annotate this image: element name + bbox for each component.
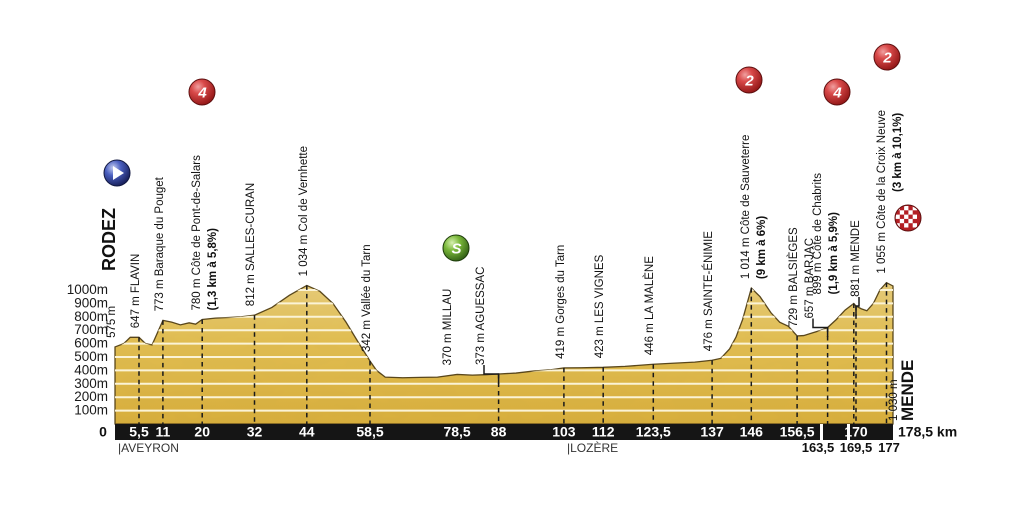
svg-text:370 m MILLAU: 370 m MILLAU (442, 289, 454, 366)
svg-text:2: 2 (882, 50, 892, 67)
svg-text:11: 11 (155, 424, 170, 440)
svg-text:156,5: 156,5 (780, 424, 815, 440)
svg-text:647 m FLAVIN: 647 m FLAVIN (130, 254, 142, 329)
svg-text:881 m MENDE: 881 m MENDE (850, 220, 862, 297)
svg-text:112: 112 (592, 424, 615, 440)
svg-text:103: 103 (552, 424, 576, 440)
svg-text:476 m SAINTE-ÉNIMIE: 476 m SAINTE-ÉNIMIE (702, 231, 715, 351)
svg-text:1 034 m Col de Vernhette: 1 034 m Col de Vernhette (298, 146, 310, 276)
svg-text:899 m Côte de Chabrits: 899 m Côte de Chabrits (812, 173, 824, 295)
svg-text:773 m Baraque du Pouget: 773 m Baraque du Pouget (154, 176, 166, 311)
svg-text:729 m BALSIÈGES: 729 m BALSIÈGES (787, 227, 800, 327)
svg-text:123,5: 123,5 (636, 424, 671, 440)
svg-text:0: 0 (99, 424, 107, 440)
svg-text:423 m LES VIGNES: 423 m LES VIGNES (594, 254, 606, 358)
svg-text:4: 4 (832, 85, 842, 102)
svg-text:(3 km à 10,1%): (3 km à 10,1%) (892, 113, 904, 192)
svg-text:2: 2 (744, 73, 754, 90)
svg-text:342 m Vallée du Tarn: 342 m Vallée du Tarn (361, 244, 373, 352)
svg-text:5,5: 5,5 (129, 424, 149, 440)
svg-text:(1,3 km à 5,8%): (1,3 km à 5,8%) (207, 228, 219, 311)
svg-text:575 m: 575 m (106, 306, 118, 338)
svg-text:100m: 100m (74, 403, 108, 418)
svg-text:(9 km à 6%): (9 km à 6%) (756, 216, 768, 279)
svg-text:S: S (451, 241, 461, 258)
svg-text:146: 146 (740, 424, 764, 440)
svg-text:20: 20 (194, 424, 210, 440)
svg-text:|AVEYRON: |AVEYRON (118, 441, 179, 455)
svg-text:58,5: 58,5 (356, 424, 383, 440)
svg-text:137: 137 (700, 424, 724, 440)
svg-text:170: 170 (844, 424, 868, 440)
svg-text:780 m Côte de Pont-de-Salars: 780 m Côte de Pont-de-Salars (191, 155, 203, 311)
svg-text:1 014 m Côte de Sauveterre: 1 014 m Côte de Sauveterre (740, 135, 752, 279)
svg-text:169,5: 169,5 (840, 440, 873, 455)
svg-text:44: 44 (299, 424, 315, 440)
svg-text:MENDE: MENDE (898, 360, 917, 421)
svg-text:4: 4 (197, 85, 207, 102)
svg-text:163,5: 163,5 (802, 440, 835, 455)
svg-text:78,5: 78,5 (443, 424, 470, 440)
svg-text:812 m SALLES-CURAN: 812 m SALLES-CURAN (245, 183, 257, 306)
svg-text:|LOZÈRE: |LOZÈRE (567, 440, 618, 455)
svg-text:177: 177 (878, 440, 900, 455)
svg-text:RODEZ: RODEZ (99, 208, 119, 271)
svg-text:1 055 m Côte de la Croix Neuv: 1 055 m Côte de la Croix Neuve (876, 110, 888, 274)
svg-text:178,5 km: 178,5 km (898, 424, 957, 440)
svg-text:32: 32 (247, 424, 263, 440)
svg-text:446 m LA MALÈNE: 446 m LA MALÈNE (643, 256, 656, 355)
svg-text:419 m Gorges du Tarn: 419 m Gorges du Tarn (555, 245, 567, 359)
svg-text:373 m AGUESSAC: 373 m AGUESSAC (475, 267, 487, 365)
svg-text:(1,9 km à 5,9%): (1,9 km à 5,9%) (828, 212, 840, 295)
svg-text:88: 88 (491, 424, 507, 440)
